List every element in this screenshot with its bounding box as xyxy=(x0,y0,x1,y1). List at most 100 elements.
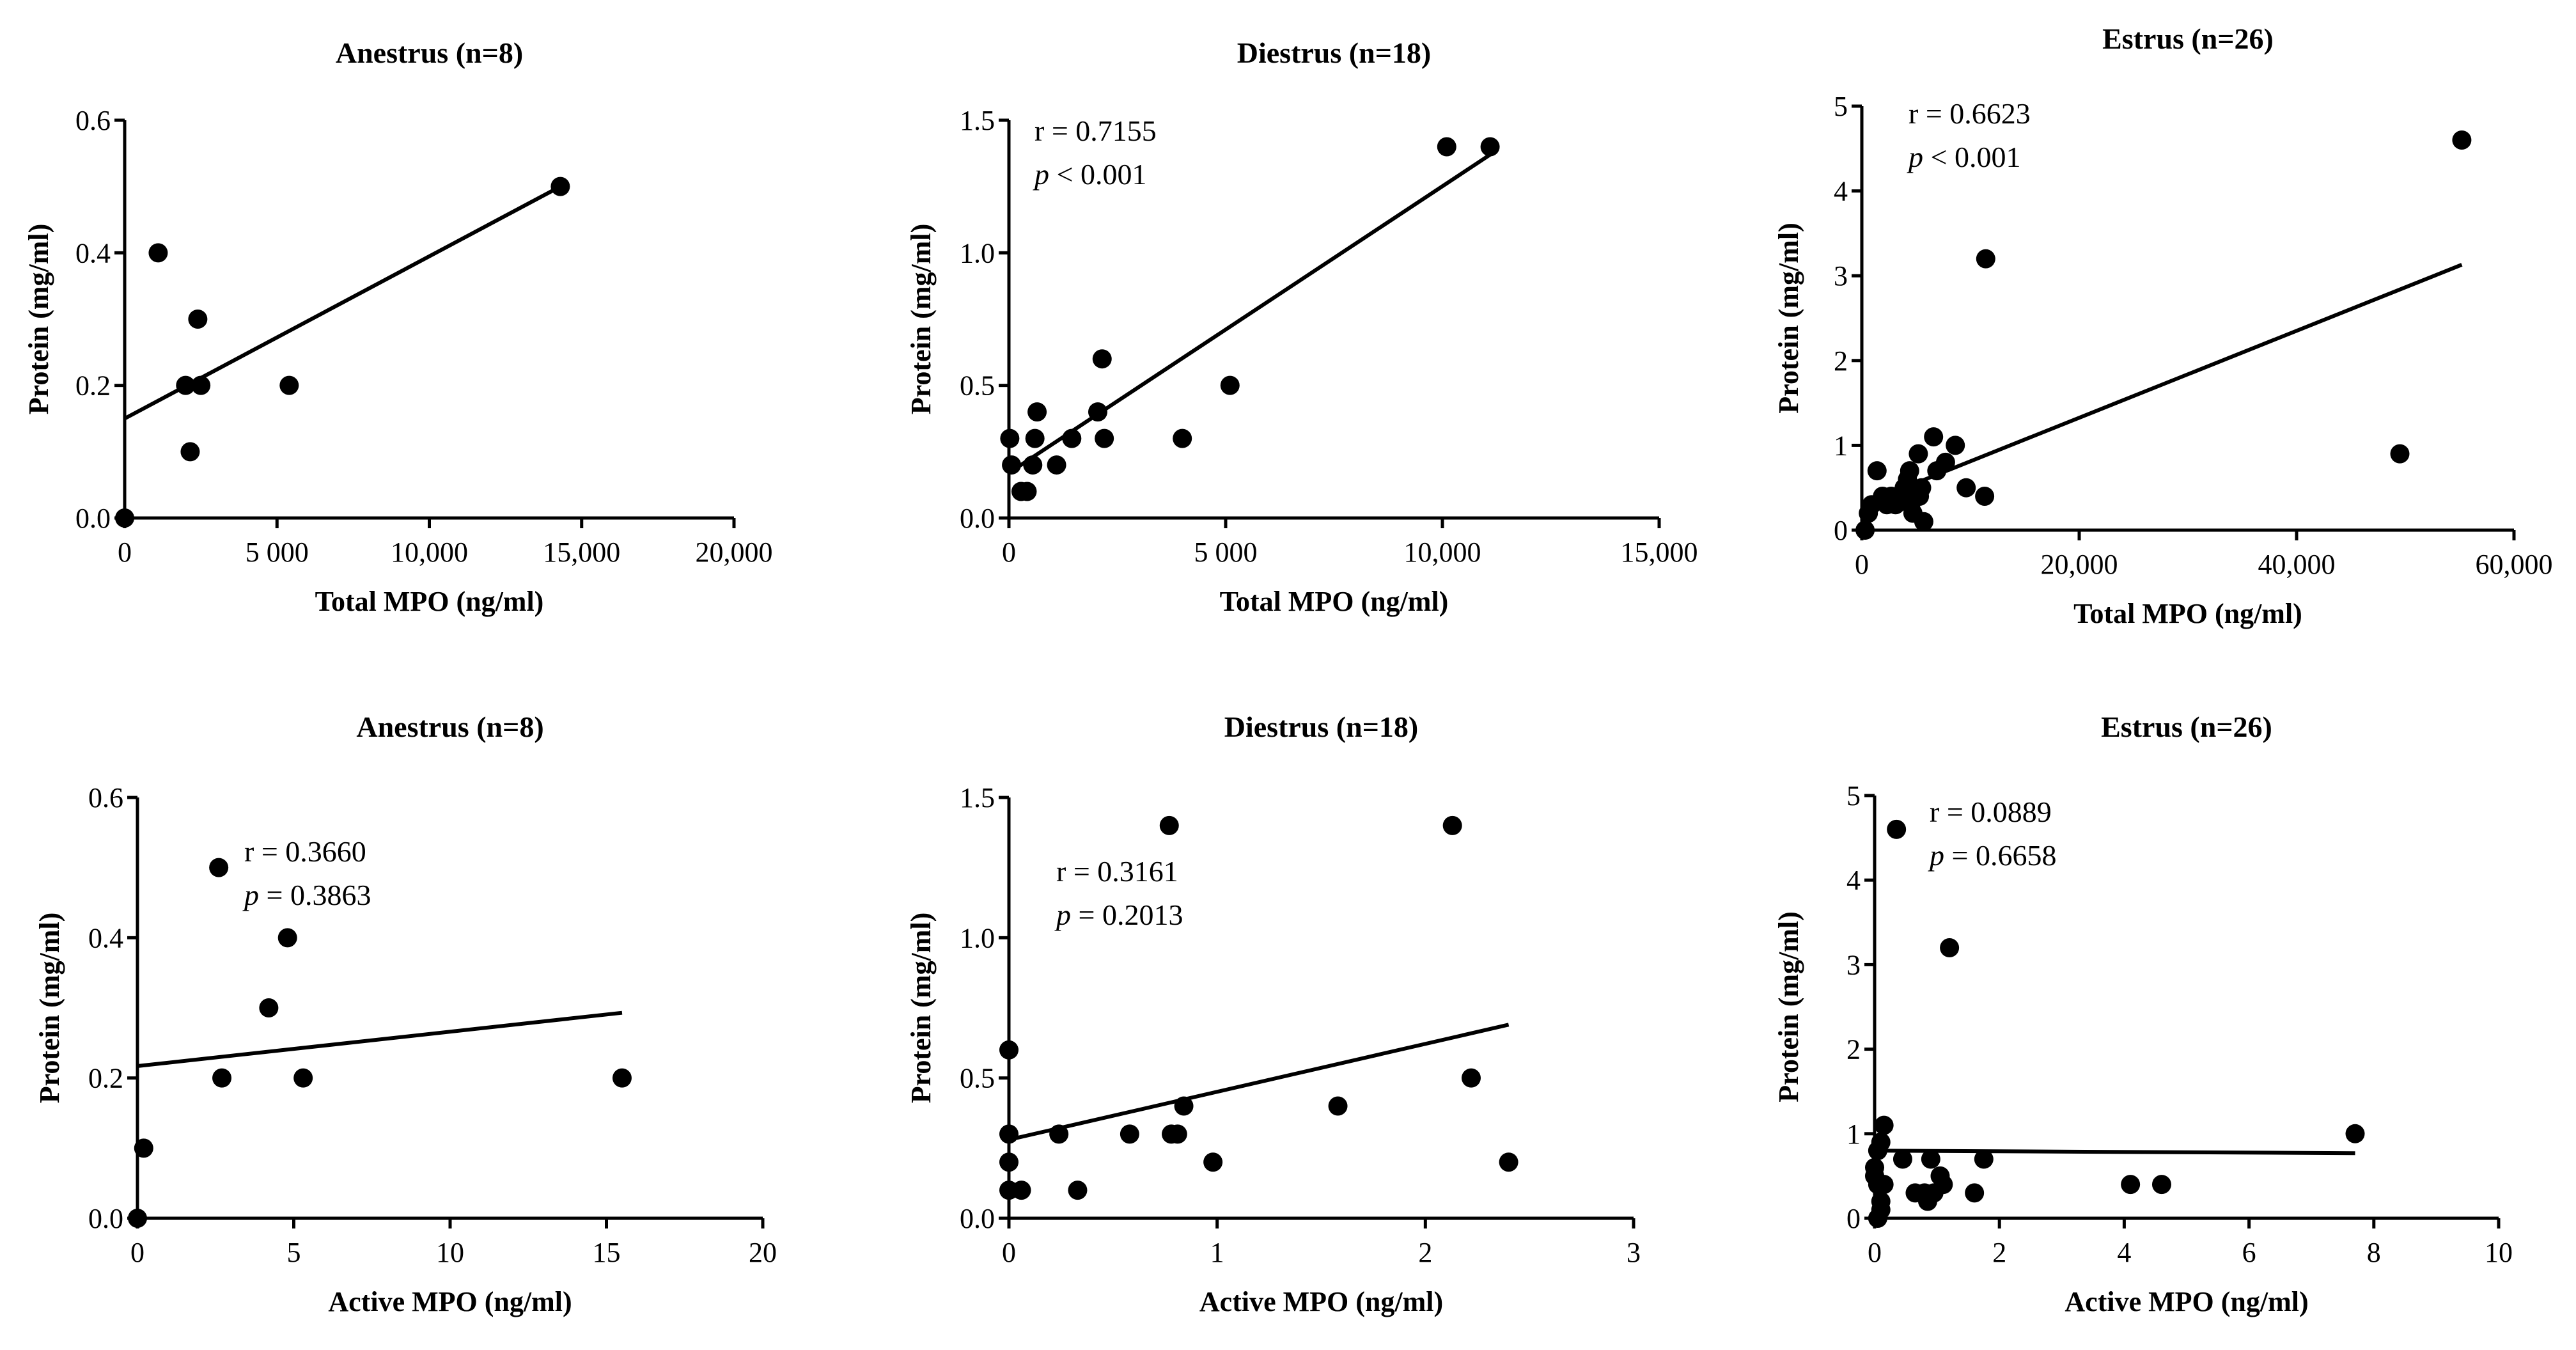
p-value: p < 0.001 xyxy=(1907,141,2020,173)
p-value: p = 0.6658 xyxy=(1928,839,2056,872)
data-point xyxy=(1120,1124,1139,1144)
y-tick-label: 1.5 xyxy=(960,105,995,136)
y-tick-label: 1.5 xyxy=(960,782,995,813)
scatter-panel-3: Estrus (n=26) 0 20,000 40,000 60,000 0 1 2 3 4 5 To… xyxy=(1773,22,2553,629)
data-point xyxy=(277,928,297,948)
data-point xyxy=(1871,1133,1891,1152)
data-point xyxy=(1092,349,1112,369)
y-tick-label: 3 xyxy=(1846,949,1861,980)
data-point xyxy=(1437,137,1456,157)
x-tick-label: 20,000 xyxy=(2041,549,2118,580)
scatter-panel-4: Anestrus (n=8) 0 5 10 15 20 0.0 0.2 0.4 0.6 Active… xyxy=(34,710,777,1317)
x-axis-label: Total MPO (ng/ml) xyxy=(2073,598,2302,629)
data-point xyxy=(1933,1175,1953,1195)
x-tick-label: 10 xyxy=(436,1237,464,1268)
data-point xyxy=(128,1209,147,1228)
x-tick-label: 15,000 xyxy=(1621,537,1698,568)
x-tick-label: 1 xyxy=(1210,1237,1224,1268)
y-axis-label: Protein (mg/ml) xyxy=(905,224,937,415)
x-axis-label: Total MPO (ng/ml) xyxy=(315,586,544,617)
data-point xyxy=(1203,1152,1223,1172)
data-point xyxy=(1062,428,1082,448)
data-point xyxy=(1017,482,1037,501)
y-tick-label: 3 xyxy=(1834,260,1848,292)
data-point xyxy=(550,177,570,196)
x-tick-label: 5 000 xyxy=(246,537,309,568)
scatter-panel-2: Diestrus (n=18) 0 5 000 10,000 15,000 0.0 0.5 1… xyxy=(905,36,1698,617)
data-point xyxy=(1068,1181,1088,1200)
data-point xyxy=(1965,1183,1985,1203)
y-tick-label: 0.0 xyxy=(88,1203,123,1234)
data-point xyxy=(2345,1124,2365,1143)
scatter-panel-5: Diestrus (n=18) 0 1 2 3 0.0 0.5 1.0 1.5 Active MP… xyxy=(905,710,1641,1317)
x-axis-label: Active MPO (ng/ml) xyxy=(2065,1286,2308,1317)
x-tick-label: 0 xyxy=(1002,1237,1016,1268)
y-axis-label: Protein (mg/ml) xyxy=(34,913,65,1104)
data-point xyxy=(1912,478,1932,498)
data-point xyxy=(1461,1068,1481,1088)
data-point xyxy=(1974,1149,1994,1169)
x-tick-label: 10,000 xyxy=(391,537,468,568)
data-point xyxy=(279,375,299,395)
data-point xyxy=(1011,1181,1031,1200)
data-point xyxy=(2452,130,2472,150)
x-tick-label: 15 xyxy=(593,1237,621,1268)
x-tick-label: 2 xyxy=(1992,1237,2006,1268)
data-point xyxy=(1047,455,1066,475)
data-point xyxy=(1935,452,1955,472)
panel-title: Estrus (n=26) xyxy=(2102,22,2274,55)
y-tick-label: 1 xyxy=(1846,1118,1861,1150)
x-tick-label: 2 xyxy=(1418,1237,1432,1268)
y-tick-label: 4 xyxy=(1846,865,1861,896)
x-axis-label: Total MPO (ng/ml) xyxy=(1220,586,1449,617)
data-point xyxy=(999,1040,1019,1060)
data-point xyxy=(1328,1096,1348,1116)
x-tick-label: 3 xyxy=(1627,1237,1641,1268)
p-value: p < 0.001 xyxy=(1033,158,1146,191)
data-point xyxy=(1027,402,1047,422)
y-tick-label: 1 xyxy=(1834,430,1848,461)
scatter-panel-1: Anestrus (n=8) 0 5 000 10,000 15,000 20,000 0.… xyxy=(23,36,773,617)
y-tick-label: 1.0 xyxy=(960,237,995,269)
p-symbol: p xyxy=(1928,839,1944,872)
x-tick-label: 6 xyxy=(2242,1237,2256,1268)
x-tick-label: 20,000 xyxy=(696,537,773,568)
data-point xyxy=(612,1068,632,1088)
y-tick-label: 0.6 xyxy=(88,782,123,813)
data-point xyxy=(2151,1175,2171,1195)
x-tick-label: 4 xyxy=(2117,1237,2131,1268)
data-point xyxy=(209,858,229,877)
panel-title: Estrus (n=26) xyxy=(2101,710,2272,743)
p-value-text: = 0.6658 xyxy=(1944,839,2056,872)
data-point xyxy=(1480,137,1500,157)
data-point xyxy=(1976,249,1995,269)
p-value: p = 0.2013 xyxy=(1054,899,1183,931)
data-point xyxy=(1865,1158,1884,1177)
data-point xyxy=(999,1124,1019,1144)
data-point xyxy=(1049,1124,1069,1144)
y-tick-label: 0.0 xyxy=(960,1203,995,1234)
correlation-r: r = 0.3161 xyxy=(1056,855,1178,888)
y-tick-label: 0.5 xyxy=(960,370,995,402)
panel-title: Anestrus (n=8) xyxy=(356,710,543,743)
p-value-text: = 0.2013 xyxy=(1071,899,1183,931)
correlation-r: r = 0.0889 xyxy=(1930,796,2052,828)
data-point xyxy=(1975,486,1995,506)
data-point xyxy=(115,508,134,528)
data-point xyxy=(1921,1149,1940,1169)
data-point xyxy=(293,1068,313,1088)
p-value: p = 0.3863 xyxy=(242,879,371,911)
y-tick-label: 4 xyxy=(1834,176,1848,207)
regression-line xyxy=(137,1010,623,1069)
data-point xyxy=(1924,427,1944,447)
data-point xyxy=(1909,444,1928,464)
data-point xyxy=(176,375,196,395)
data-point xyxy=(1174,1096,1194,1116)
y-axis-label: Protein (mg/ml) xyxy=(1773,223,1804,414)
data-point xyxy=(2390,444,2410,464)
x-tick-label: 15,000 xyxy=(543,537,620,568)
x-tick-label: 8 xyxy=(2367,1237,2381,1268)
y-axis-label: Protein (mg/ml) xyxy=(23,224,54,415)
p-symbol: p xyxy=(242,879,259,911)
